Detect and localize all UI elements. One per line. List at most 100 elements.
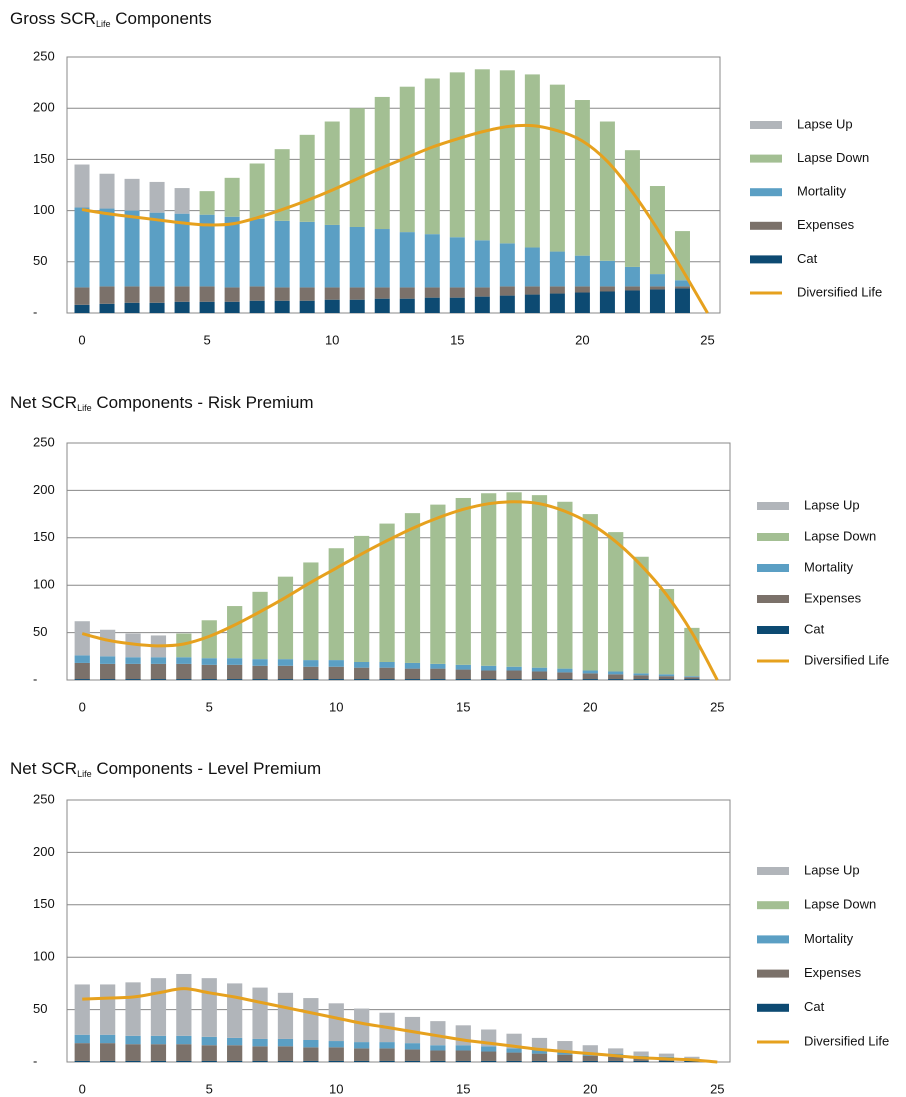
bar-segment — [274, 287, 290, 301]
bar-segment — [150, 978, 167, 1036]
bar-segment — [633, 1057, 649, 1061]
legend-label: Cat — [797, 251, 818, 266]
line — [81, 500, 719, 681]
legend-swatch — [757, 901, 789, 910]
legend-label: Mortality — [804, 559, 854, 574]
bar-segment — [354, 667, 370, 680]
bar-segment — [557, 679, 573, 680]
bar-segment — [424, 287, 440, 298]
bar-segment — [74, 679, 90, 680]
line — [81, 123, 709, 314]
bar-segment — [474, 69, 490, 241]
legend-label: Diversified Life — [804, 652, 889, 667]
bar-segment — [201, 1036, 217, 1046]
bar-segment — [506, 1048, 522, 1053]
bar-segment — [299, 134, 315, 222]
bar-segment — [608, 679, 624, 680]
bar-segment — [150, 663, 167, 680]
legend-swatch — [757, 1003, 789, 1012]
bar-segment — [499, 295, 515, 313]
bar-segment — [455, 1060, 471, 1062]
bar-segment — [674, 288, 690, 313]
bar-segment — [549, 293, 565, 313]
bar-segment — [430, 1050, 446, 1061]
bar-segment — [252, 665, 268, 680]
y-tick-label: 100 — [33, 202, 55, 217]
bar-segment — [252, 1046, 268, 1061]
bar-segment — [354, 535, 370, 662]
bar-segment — [549, 251, 565, 287]
bar-segment — [624, 286, 640, 291]
bar-segment — [74, 1034, 90, 1044]
bar-segment — [99, 208, 115, 287]
bar-segment — [74, 662, 90, 680]
bar-segment — [649, 289, 665, 313]
bar-segment — [303, 679, 319, 680]
chart: Net SCRLife Components - Risk Premium-50… — [10, 393, 889, 714]
legend-swatch — [750, 221, 782, 230]
bar-segment — [176, 973, 192, 1036]
bar-segment — [124, 286, 140, 303]
bar-segment — [176, 1035, 192, 1045]
bar-segment — [224, 301, 240, 313]
bar-segment — [582, 1055, 598, 1061]
bar-segment — [227, 1037, 243, 1046]
bar-segment — [557, 668, 573, 673]
bar-segment — [424, 234, 440, 288]
bar-segment — [379, 523, 395, 662]
legend-label: Lapse Up — [804, 497, 860, 512]
y-tick-label: 50 — [33, 1001, 47, 1016]
bar-segment — [125, 657, 141, 664]
bar-segment — [624, 266, 640, 287]
bar-segment — [125, 982, 141, 1036]
bar-segment — [252, 679, 268, 680]
bar-segment — [674, 286, 690, 289]
bar-segment — [328, 660, 344, 667]
bar-segment — [404, 668, 421, 680]
bar-segment — [582, 514, 598, 671]
bar-segment — [506, 1060, 522, 1062]
bar-segment — [227, 1045, 243, 1061]
bar-segment — [499, 70, 515, 244]
bar-segment — [303, 998, 319, 1040]
bar-segment — [379, 661, 395, 668]
bar-segment — [174, 188, 190, 214]
bar-segment — [227, 658, 243, 665]
bar-segment — [303, 660, 319, 667]
bar-segment — [324, 299, 340, 313]
x-tick-label: 0 — [79, 699, 86, 714]
bar-segment — [649, 286, 665, 290]
legend-swatch — [750, 188, 782, 197]
bar-segment — [252, 1038, 268, 1047]
legend-label: Expenses — [804, 965, 862, 980]
x-tick-label: 15 — [456, 699, 470, 714]
bar-segment — [176, 679, 192, 680]
x-tick-label: 20 — [583, 1081, 597, 1096]
legend-label: Lapse Up — [797, 116, 853, 131]
bar-segment — [455, 1045, 471, 1051]
chart-title: Gross SCRLife Components — [10, 9, 212, 29]
bar-segment — [399, 232, 415, 288]
bar-segment — [277, 992, 294, 1039]
bar-segment — [481, 1060, 497, 1062]
bar-segment — [100, 1043, 116, 1061]
bar-segment — [481, 1051, 497, 1061]
legend-label: Diversified Life — [804, 1033, 889, 1048]
bar-segment — [125, 679, 141, 680]
bar-segment — [277, 1060, 294, 1062]
bar-segment — [506, 666, 522, 671]
bar-segment — [404, 513, 421, 663]
bar-segment — [224, 216, 240, 288]
bar-segment — [100, 1034, 116, 1044]
bar-segment — [252, 1060, 268, 1062]
bar-segment — [227, 1060, 243, 1062]
bar-segment — [277, 659, 294, 666]
bar-segment — [74, 621, 90, 656]
bar-segment — [499, 286, 515, 296]
bar-segment — [608, 1056, 624, 1061]
bar-segment — [299, 221, 315, 288]
bar-segment — [524, 247, 540, 287]
bar-segment — [199, 301, 215, 313]
x-tick-label: 25 — [700, 332, 714, 347]
bar-segment — [354, 1008, 370, 1043]
